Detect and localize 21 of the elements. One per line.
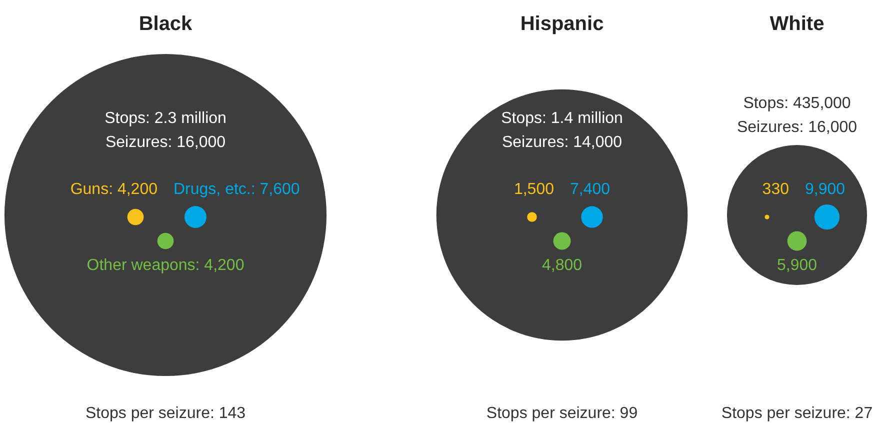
data-label: 4,800	[542, 257, 582, 274]
data-label: 7,400	[570, 181, 610, 198]
text: Stops per seizure: 143	[85, 405, 246, 422]
data-label: 1,500	[514, 181, 554, 198]
text: White	[770, 13, 824, 35]
data-label: 330	[762, 181, 790, 198]
text: Stops per seizure: 99	[486, 405, 638, 422]
text: Stops per seizure: 27	[721, 405, 873, 422]
text: Seizures: 16,000	[105, 134, 226, 151]
data-label: Stops: 435,000	[743, 94, 851, 112]
data-label: Drugs, etc.: 7,600	[174, 181, 300, 198]
data-label: Stops: 1.4 million	[501, 110, 623, 127]
data-label: 5,900	[776, 257, 818, 274]
text: Black	[138, 13, 194, 35]
data-label: Stops: 2.3 million	[104, 110, 226, 127]
text: Hispanic	[520, 13, 604, 35]
text: Seizures: 16,000	[736, 118, 858, 136]
data-label: Guns: 4,200	[70, 181, 158, 198]
text: Seizures: 14,000	[502, 134, 622, 151]
data-label: Other weapons: 4,200	[86, 257, 244, 274]
data-label: 9,900	[805, 181, 846, 198]
